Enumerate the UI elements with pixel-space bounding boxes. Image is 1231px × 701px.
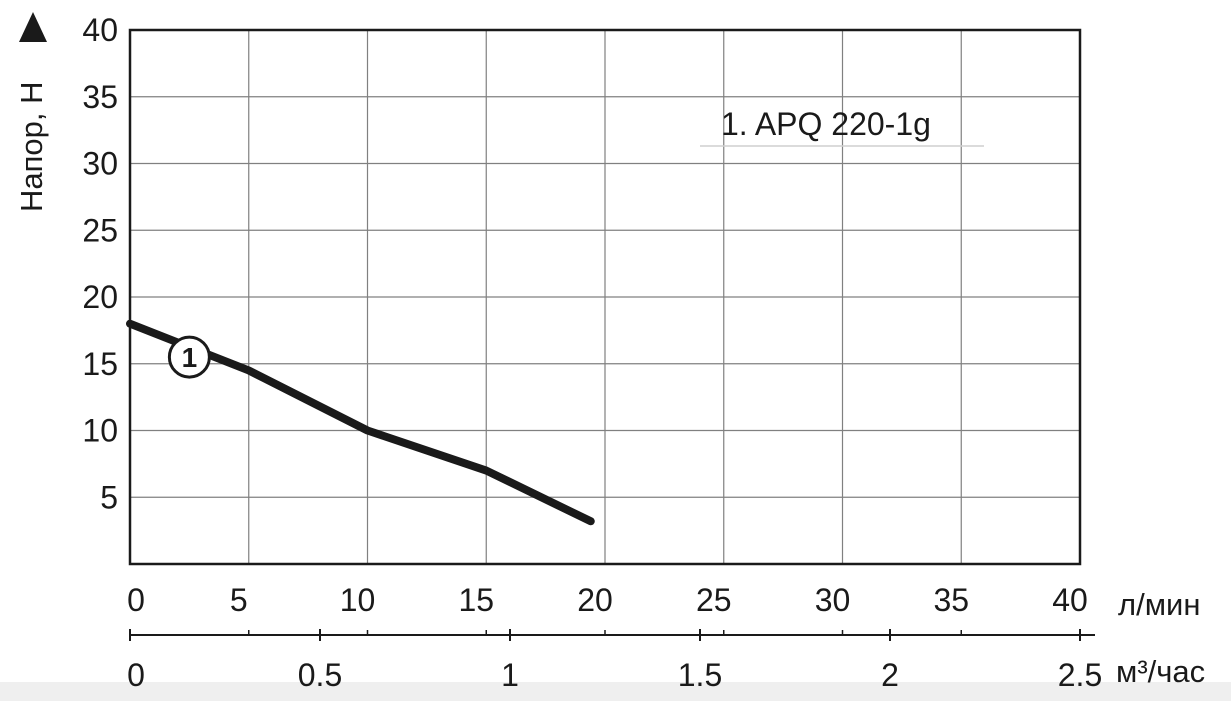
x-tick-label: 0 <box>127 582 145 618</box>
x-tick-label: 15 <box>458 582 494 618</box>
x2-tick-label: 0 <box>127 657 145 693</box>
x-tick-label: 25 <box>696 582 732 618</box>
y-tick-label: 25 <box>82 212 118 248</box>
x-tick-label: 5 <box>230 582 248 618</box>
y-tick-label: 30 <box>82 146 118 182</box>
series-marker-circle <box>167 335 211 379</box>
legend-text: 1. APQ 220-1g <box>721 106 931 142</box>
legend: 1. APQ 220-1g <box>700 106 984 147</box>
plot-frame <box>128 28 1082 566</box>
y-tick-label: 10 <box>82 413 118 449</box>
x-tick-label: 30 <box>815 582 851 618</box>
x-tick-label: 10 <box>340 582 376 618</box>
x2-tick-label: 0.5 <box>298 657 342 693</box>
y-tick-label: 5 <box>100 479 118 515</box>
series-marker-label: 1 <box>182 342 198 373</box>
x-axis-ticks: 0 5 10 15 20 25 30 35 40 <box>127 582 1088 618</box>
grid <box>130 30 1080 564</box>
series-layer: 1 <box>126 319 595 526</box>
x-tick-label: 35 <box>933 582 969 618</box>
x2-tick-label: 1 <box>501 657 519 693</box>
y-tick-label: 35 <box>82 79 118 115</box>
x2-tick-label: 2 <box>881 657 899 693</box>
x2-axis-unit: м³/час <box>1116 654 1205 689</box>
x2-tick-label: 2.5 <box>1058 657 1102 693</box>
y-tick-label: 40 <box>82 12 118 48</box>
y-axis-arrow-icon <box>19 12 47 42</box>
x-tick-label: 40 <box>1052 582 1088 618</box>
y-axis-ticks: 5 10 15 20 25 30 35 40 <box>82 12 118 515</box>
secondary-x-axis: 0 0.5 1 1.5 2 2.5 <box>127 629 1102 693</box>
x-axis-unit: л/мин <box>1118 587 1200 622</box>
bottom-strip <box>0 682 1231 701</box>
y-tick-label: 15 <box>82 346 118 382</box>
x2-tick-label: 1.5 <box>678 657 722 693</box>
y-tick-label: 20 <box>82 279 118 315</box>
y-axis-title: Напор, Н <box>14 81 49 212</box>
x-tick-label: 20 <box>577 582 613 618</box>
